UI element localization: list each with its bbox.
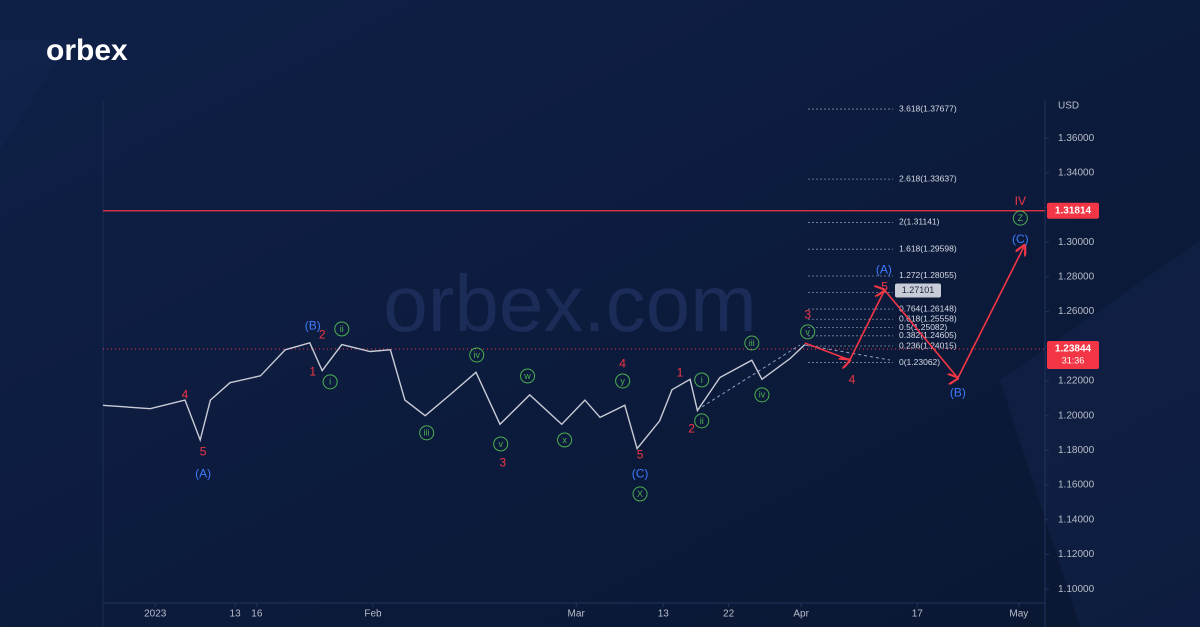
wave-label: (C) bbox=[632, 466, 649, 480]
x-tick-label: 22 bbox=[723, 609, 735, 620]
wave-circle bbox=[744, 335, 760, 351]
fib-label: 3.618(1.37677) bbox=[899, 103, 957, 113]
wave-label: 5 bbox=[881, 280, 888, 294]
wave-label: (A) bbox=[876, 263, 892, 277]
x-tick-label: Apr bbox=[793, 609, 809, 620]
y-tick-label: 1.36000 bbox=[1058, 133, 1095, 144]
wave-circle bbox=[1012, 210, 1028, 226]
fib-label: 0.382(1.24605) bbox=[899, 330, 957, 340]
wave-label: (B) bbox=[950, 386, 966, 400]
x-tick-label: 2023 bbox=[144, 609, 167, 620]
y-tick-label: 1.12000 bbox=[1058, 549, 1095, 560]
wave-circle bbox=[632, 486, 648, 502]
y-tick-label: 1.34000 bbox=[1058, 167, 1095, 178]
wave-label: (B) bbox=[305, 319, 321, 333]
y-tick-label: 1.10000 bbox=[1058, 584, 1095, 595]
wave-label: IV bbox=[1015, 194, 1026, 208]
watermark: orbex.com bbox=[383, 259, 756, 348]
logo: orbex bbox=[46, 34, 128, 67]
y-tick-label: 1.30000 bbox=[1058, 237, 1095, 248]
wave-label: 5 bbox=[637, 448, 644, 462]
y-tick-label: 1.14000 bbox=[1058, 514, 1095, 525]
wave-circle bbox=[800, 324, 816, 340]
bg-shape bbox=[1000, 240, 1200, 627]
x-tick-label: Mar bbox=[568, 609, 586, 620]
tooltip-box bbox=[895, 283, 941, 298]
fib-label: 1.272(1.28055) bbox=[899, 270, 957, 280]
wave-circle bbox=[520, 368, 536, 384]
projection-path bbox=[804, 245, 1025, 378]
wave-label: w bbox=[523, 371, 531, 381]
currency-label: USD bbox=[1058, 101, 1079, 112]
wave-circle bbox=[322, 374, 338, 390]
x-tick-label: 13 bbox=[658, 609, 670, 620]
wave-label: iii bbox=[424, 428, 430, 438]
x-tick-label: Feb bbox=[364, 609, 382, 620]
wave-label: i bbox=[329, 377, 331, 387]
price-tag-label: 1.23844 bbox=[1055, 344, 1092, 355]
wave-circle bbox=[557, 432, 573, 448]
wave-circle bbox=[469, 347, 485, 363]
wave-label: ii bbox=[340, 324, 344, 334]
y-tick-label: 1.26000 bbox=[1058, 306, 1095, 317]
wave-label: iii bbox=[749, 338, 755, 348]
price-tag-label: 1.31814 bbox=[1055, 205, 1092, 216]
y-tick-label: 1.18000 bbox=[1058, 445, 1095, 456]
fib-label: 0(1.23062) bbox=[899, 357, 940, 367]
price-tag bbox=[1047, 202, 1099, 219]
wave-label: 1 bbox=[309, 365, 316, 379]
wave-circle bbox=[694, 372, 710, 388]
wave-circle bbox=[694, 413, 710, 429]
wave-label: 2 bbox=[319, 328, 326, 342]
price-tag bbox=[1047, 341, 1099, 370]
y-tick-label: 1.22000 bbox=[1058, 376, 1095, 387]
wave-label: Z bbox=[1018, 213, 1024, 223]
wave-label: 3 bbox=[500, 456, 507, 470]
wave-circle bbox=[493, 436, 509, 452]
wave-label: 4 bbox=[182, 388, 189, 402]
wave-label: ii bbox=[700, 416, 704, 426]
wave-label: 3 bbox=[804, 308, 811, 322]
price-line bbox=[102, 341, 806, 451]
wave-circle bbox=[419, 425, 435, 441]
wave-label: X bbox=[637, 489, 643, 499]
wave-label: iv bbox=[759, 390, 766, 400]
wave-label: (A) bbox=[195, 466, 211, 480]
wave-label: iv bbox=[474, 350, 481, 360]
y-tick-label: 1.20000 bbox=[1058, 410, 1095, 421]
fib-label: 0.764(1.26148) bbox=[899, 303, 957, 313]
wave-label: x bbox=[562, 435, 567, 445]
fib-label: 2.618(1.33637) bbox=[899, 173, 957, 183]
fib-label: 1.618(1.29598) bbox=[899, 243, 957, 253]
bg-shape bbox=[0, 40, 70, 150]
wave-label: y bbox=[620, 376, 625, 386]
y-tick-label: 1.28000 bbox=[1058, 272, 1095, 283]
fib-label: 2(1.31141) bbox=[899, 217, 940, 227]
wave-label: 2 bbox=[688, 422, 695, 436]
wave-label: (C) bbox=[1012, 232, 1029, 246]
wave-circle bbox=[754, 387, 770, 403]
wave-label: v bbox=[805, 327, 810, 337]
wave-label: v bbox=[498, 439, 503, 449]
wave-circle bbox=[334, 321, 350, 337]
y-tick-label: 1.16000 bbox=[1058, 480, 1095, 491]
tooltip-label: 1.27101 bbox=[902, 285, 935, 295]
wave-circle bbox=[615, 373, 631, 389]
wave-label: 1 bbox=[677, 366, 684, 380]
countdown-label: 31:36 bbox=[1062, 355, 1085, 365]
wave-label: 5 bbox=[200, 445, 207, 459]
wave-label: 4 bbox=[849, 373, 856, 387]
x-tick-label: 13 bbox=[230, 609, 242, 620]
wave-label: 4 bbox=[619, 357, 626, 371]
x-tick-label: 16 bbox=[251, 609, 263, 620]
trend-line bbox=[696, 344, 801, 411]
wave-label: i bbox=[701, 375, 703, 385]
x-tick-label: May bbox=[1009, 609, 1028, 620]
x-tick-label: 17 bbox=[912, 609, 924, 620]
